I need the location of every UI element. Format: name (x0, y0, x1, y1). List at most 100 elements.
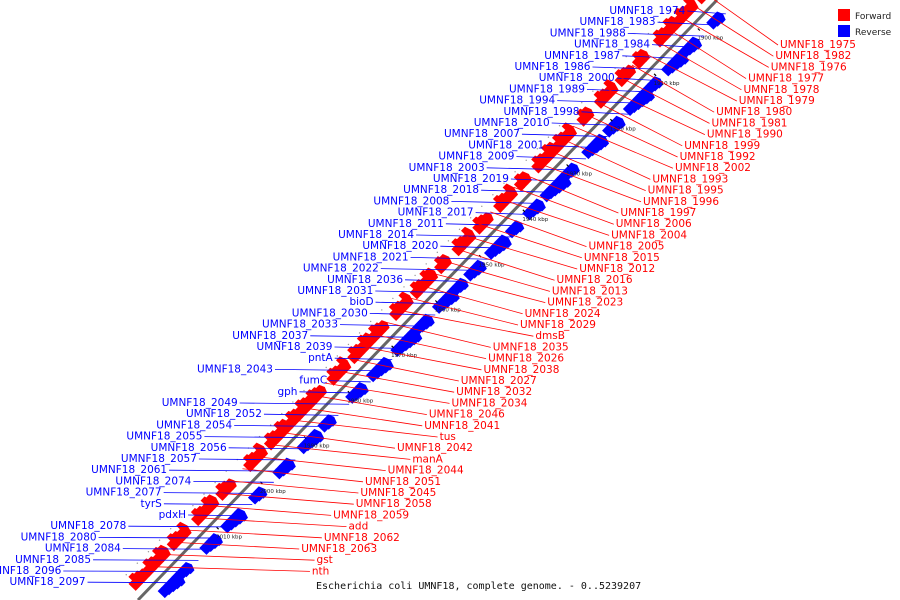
label-connector (616, 77, 662, 82)
label-connector (486, 167, 576, 171)
reverse-gene-label: UMNF18_1994 (479, 95, 555, 107)
forward-gene-label: UMNF18_1979 (739, 95, 815, 107)
label-connector (443, 260, 551, 292)
reverse-feature (171, 572, 186, 587)
legend: Forward Reverse (838, 9, 892, 38)
label-connector (651, 44, 694, 48)
reverse-gene-label: UMNF18_2014 (338, 229, 414, 241)
reverse-gene-label: UMNF18_1998 (503, 106, 579, 118)
forward-gene-label: UMNF18_2032 (456, 386, 532, 398)
label-connector (263, 413, 339, 416)
reverse-gene-label: UMNF18_1986 (515, 61, 591, 73)
label-connector (163, 492, 264, 494)
reverse-feature (612, 115, 626, 129)
label-connector (557, 100, 640, 104)
label-connector (549, 150, 646, 191)
reverse-gene-label: UMNF18_2009 (438, 151, 514, 163)
label-connector (478, 223, 582, 259)
reverse-gene-label: UMNF18_2020 (362, 240, 438, 252)
forward-gene-label: UMNF18_1992 (680, 151, 756, 163)
reverse-gene-label: UMNF18_2078 (50, 520, 126, 532)
label-connector (148, 566, 310, 572)
label-connector (334, 357, 393, 361)
label-connector (380, 268, 479, 271)
reverse-gene-label: UMNF18_2036 (327, 274, 403, 286)
forward-gene-label: UMNF18_2004 (611, 229, 687, 241)
forward-gene-label: UMNF18_2046 (429, 409, 505, 421)
forward-feature (309, 392, 321, 404)
tick-label: 1940 kbp (522, 217, 548, 223)
tick-mark (391, 345, 395, 349)
forward-gene-label: UMNF18_2012 (579, 263, 655, 275)
label-connector (596, 101, 683, 147)
label-connector (372, 333, 487, 359)
label-connector (466, 235, 578, 270)
forward-gene-label: UMNF18_2015 (584, 252, 660, 264)
label-connector (128, 525, 231, 528)
ruler-dot (603, 78, 605, 81)
forward-feature (294, 399, 310, 415)
label-connector (405, 279, 468, 282)
forward-gene-label: tus (440, 431, 456, 443)
ruler-dot (458, 228, 461, 231)
reverse-gene-label: tyrS (141, 498, 163, 510)
ruler-dot (558, 125, 561, 127)
label-connector (561, 138, 651, 180)
label-connector (490, 211, 587, 247)
ruler-dot (281, 412, 283, 415)
ruler-dot (181, 516, 183, 518)
reverse-gene-label: UMNF18_2061 (91, 464, 167, 476)
tick-label: 1900 kbp (697, 36, 723, 42)
label-connector (481, 189, 554, 193)
label-connector (360, 345, 482, 371)
tick-label: 1970 kbp (391, 353, 417, 359)
forward-feature (361, 332, 376, 347)
tick-label: 1950 kbp (479, 262, 505, 268)
forward-gene-label: UMNF18_2006 (616, 218, 692, 230)
label-connector (655, 40, 742, 91)
ruler-dot (592, 90, 594, 92)
ruler-dot (169, 527, 172, 530)
forward-feature (518, 171, 532, 185)
label-connector (195, 517, 347, 527)
label-connector (163, 503, 253, 506)
label-connector (445, 223, 522, 227)
reverse-feature (355, 382, 369, 396)
forward-gene-label: UMNF18_1993 (652, 173, 728, 185)
forward-labels: UMNF18_1975UMNF18_1982UMNF18_1976UMNF18_… (148, 0, 856, 577)
label-connector (198, 458, 296, 461)
forward-gene-label: UMNF18_2024 (525, 308, 601, 320)
reverse-gene-label: UMNF18_2052 (186, 408, 262, 420)
ruler-dot (369, 320, 372, 323)
forward-gene-label: UMNF18_2026 (488, 353, 564, 365)
label-connector (183, 529, 322, 539)
label-connector (122, 548, 210, 550)
label-connector (204, 436, 317, 439)
label-connector (289, 419, 438, 438)
tick-label: 1990 kbp (304, 444, 330, 450)
forward-gene-label: UMNF18_2044 (388, 465, 464, 477)
label-connector (584, 113, 678, 158)
reverse-gene-label: UMNF18_2017 (398, 207, 474, 219)
reverse-gene-label: UMNF18_2000 (539, 72, 615, 84)
reverse-gene-label: UMNF18_2021 (333, 251, 409, 263)
ruler-dot (381, 309, 383, 311)
reverse-gene-label: UMNF18_1988 (550, 27, 626, 39)
forward-gene-label: UMNF18_2013 (552, 285, 628, 297)
reverse-gene-label: gph (277, 386, 297, 398)
forward-gene-label: UMNF18_2051 (365, 476, 441, 488)
forward-gene-label: UMNF18_1990 (707, 129, 783, 141)
ruler-dot (447, 240, 450, 242)
forward-gene-label: nth (312, 565, 329, 577)
label-connector (193, 481, 274, 483)
label-connector (171, 541, 300, 550)
reverse-feature (445, 288, 460, 303)
reverse-gene-label: UMNF18_2008 (373, 195, 449, 207)
label-connector (242, 468, 364, 483)
ruler-dot (636, 44, 639, 46)
forward-gene-label: UMNF18_2063 (301, 543, 377, 555)
forward-feature (662, 18, 678, 34)
label-connector (369, 313, 436, 316)
label-connector (440, 245, 500, 249)
